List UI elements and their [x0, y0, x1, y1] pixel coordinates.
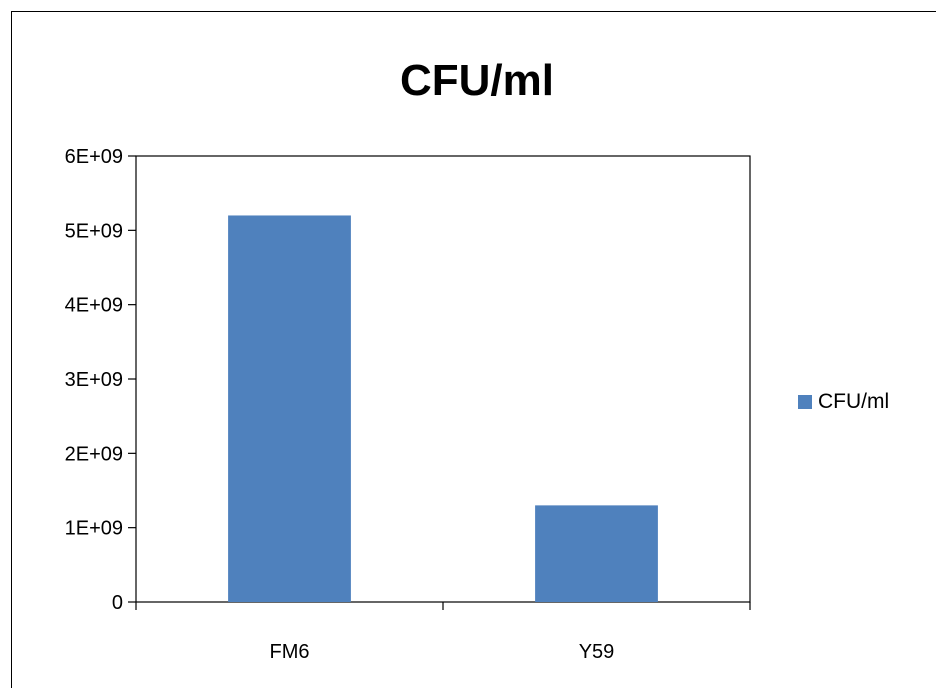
y-axis: 0 1E+09 2E+09 3E+09 4E+09 5E+09 6E+09: [65, 146, 136, 614]
y-tick-label: 0: [112, 592, 123, 614]
y-tick-label: 2E+09: [65, 443, 123, 465]
y-tick-label: 5E+09: [65, 220, 123, 242]
bar-fm6: [228, 215, 351, 602]
legend-label: CFU/ml: [818, 390, 889, 413]
chart-frame: [11, 11, 936, 688]
legend-swatch: [798, 395, 812, 409]
chart-title: CFU/ml: [400, 56, 554, 105]
y-tick-label: 1E+09: [65, 518, 123, 540]
x-axis: FM6 Y59: [135, 602, 751, 663]
x-tick-label: FM6: [270, 641, 310, 663]
bar-series: [228, 215, 658, 602]
y-tick-label: 6E+09: [65, 146, 123, 168]
y-tick-label: 3E+09: [65, 369, 123, 391]
y-tick-label: 4E+09: [65, 295, 123, 317]
legend: CFU/ml: [798, 390, 889, 413]
bar-y59: [535, 505, 658, 602]
x-tick-label: Y59: [579, 641, 615, 663]
